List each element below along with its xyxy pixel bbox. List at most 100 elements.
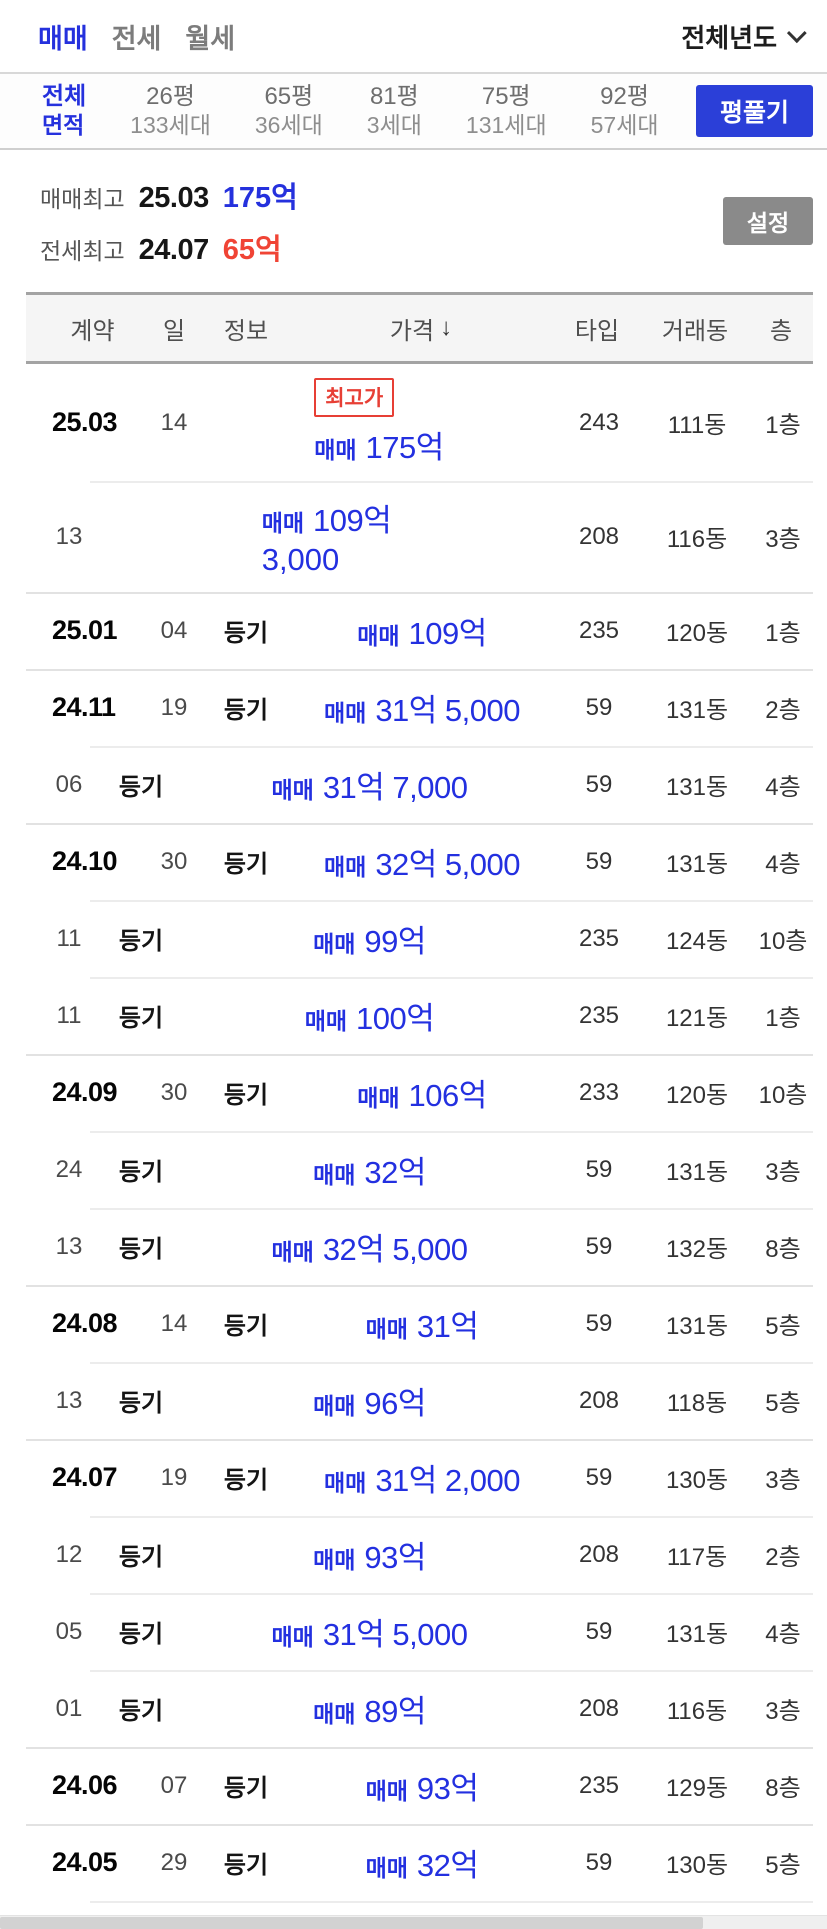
cell-dong: 120동 <box>665 620 729 647</box>
cell-type: 59 <box>585 1155 613 1183</box>
cell-day: 11 <box>56 1001 82 1029</box>
year-filter-dropdown[interactable]: 전체년도 <box>681 18 807 55</box>
transaction-row[interactable]: 24.05 29 등기 매매 32억 59 130동 5층 <box>0 1824 827 1901</box>
price-value: 106억 <box>408 1078 488 1113</box>
horizontal-scrollbar-thumb[interactable] <box>0 1917 703 1929</box>
price-line: 매매 31억 <box>366 1301 479 1346</box>
transaction-row[interactable]: 11 등기 매매 99억 235 124동 10층 <box>0 900 827 977</box>
cell-info: 등기 <box>118 1005 164 1032</box>
cell-dong: 129동 <box>665 1775 729 1802</box>
filter-line2: 3세대 <box>366 111 422 138</box>
header-price-sort[interactable]: 가격 ↓ <box>390 311 452 346</box>
cell-info: 등기 <box>118 1236 164 1263</box>
header-type: 타입 <box>574 317 620 345</box>
price-line: 매매 93억 <box>313 1532 426 1577</box>
cell-dong: 118동 <box>666 1390 728 1417</box>
price-value: 31억 7,000 <box>322 770 468 805</box>
filter-item-all[interactable]: 전체 면적 <box>42 83 86 139</box>
horizontal-scrollbar-track[interactable] <box>0 1915 827 1929</box>
price-prefix: 매매 <box>261 510 305 536</box>
filter-item-65pyeong[interactable]: 65평 36세대 <box>255 83 323 139</box>
cell-type: 235 <box>578 924 620 952</box>
transaction-row[interactable]: 24.10 30 등기 매매 32억 5,000 59 131동 4층 <box>0 823 827 900</box>
cell-floor: 2층 <box>765 697 801 724</box>
transaction-row[interactable]: 11 등기 매매 100억 235 121동 1층 <box>0 977 827 1054</box>
transaction-row[interactable]: 05 등기 매매 31억 5,000 59 131동 4층 <box>0 1593 827 1670</box>
price-prefix: 매매 <box>357 1085 400 1111</box>
cell-dong: 131동 <box>665 774 729 801</box>
filter-line1: 전체 <box>42 82 87 110</box>
transaction-row[interactable]: 24 등기 매매 32억 59 131동 3층 <box>0 1131 827 1208</box>
transaction-row[interactable]: 13 등기 매매 96억 208 118동 5층 <box>0 1362 827 1439</box>
transaction-row[interactable]: 25.01 04 등기 매매 109억 235 120동 1층 <box>0 592 827 669</box>
transaction-row[interactable]: 24.07 19 등기 매매 31억 2,000 59 130동 3층 <box>0 1439 827 1516</box>
cell-contract-month: 25.01 <box>52 615 118 645</box>
settings-button[interactable]: 설정 <box>723 197 813 245</box>
price-line: 매매 89억 <box>313 1686 426 1731</box>
cell-floor: 4층 <box>765 851 801 878</box>
cell-price-block: 매매 32억 <box>366 1826 479 1899</box>
filter-item-92pyeong[interactable]: 92평 57세대 <box>591 83 659 139</box>
price-value: 31억 <box>416 1309 479 1344</box>
filter-item-75pyeong[interactable]: 75평 131세대 <box>466 83 547 139</box>
transaction-row[interactable]: 24.06 07 등기 매매 93억 235 129동 8층 <box>0 1747 827 1824</box>
transaction-row[interactable]: 24.09 30 등기 매매 106억 233 120동 10층 <box>0 1054 827 1131</box>
summary-price: 65억 <box>222 234 282 266</box>
transaction-row[interactable]: 01 등기 매매 89억 208 116동 3층 <box>0 1670 827 1747</box>
cell-type: 235 <box>578 1771 620 1799</box>
cell-floor: 1층 <box>765 1005 801 1032</box>
tab-jeonse[interactable]: 전세 <box>112 17 162 56</box>
transaction-row[interactable]: 13 등기 매매 32억 5,000 59 132동 8층 <box>0 1208 827 1285</box>
cell-day: 19 <box>160 1463 188 1491</box>
filter-line2: 133세대 <box>130 111 211 138</box>
price-line: 매매 31억 7,000 <box>271 762 468 807</box>
cell-day: 07 <box>160 1771 188 1799</box>
price-value: 32억 <box>416 1848 479 1883</box>
cell-info: 등기 <box>223 620 269 647</box>
price-line: 매매 93억 <box>366 1763 479 1808</box>
cell-day: 12 <box>55 1540 83 1568</box>
filter-line1: 75평 <box>481 82 531 110</box>
cell-info: 등기 <box>118 774 164 801</box>
cell-price-block: 매매 99억 <box>313 902 426 975</box>
cell-info: 등기 <box>223 851 269 878</box>
transaction-row[interactable]: 13 매매 109억 3,000 208 116동 3층 <box>0 481 827 592</box>
header-dong: 거래동 <box>661 317 729 345</box>
filter-line1: 65평 <box>264 82 314 110</box>
header-contract: 계약 <box>70 317 115 345</box>
transaction-row[interactable]: 06 등기 매매 31억 7,000 59 131동 4층 <box>0 746 827 823</box>
area-filter-bar: 전체 면적 26평 133세대 65평 36세대 81평 3세대 75평 131… <box>0 72 827 150</box>
cell-day: 24 <box>55 1155 83 1183</box>
cell-type: 59 <box>585 1848 613 1876</box>
tab-wolse[interactable]: 월세 <box>185 17 235 56</box>
filter-item-26pyeong[interactable]: 26평 133세대 <box>130 83 211 139</box>
cell-dong: 121동 <box>665 1005 729 1032</box>
transaction-row[interactable]: 12 등기 매매 93억 208 117동 2층 <box>0 1516 827 1593</box>
cell-floor: 4층 <box>765 774 801 801</box>
summary-label: 매매최고 <box>40 186 125 212</box>
transaction-row[interactable]: 24.08 14 등기 매매 31억 59 131동 5층 <box>0 1285 827 1362</box>
cell-contract-month: 25.03 <box>52 407 118 437</box>
cell-contract-month: 24.10 <box>52 846 118 876</box>
tab-maemae[interactable]: 매매 <box>38 17 88 56</box>
cell-info: 등기 <box>118 1159 164 1186</box>
cell-info: 등기 <box>223 1775 269 1802</box>
filter-item-81pyeong[interactable]: 81평 3세대 <box>367 83 422 139</box>
price-line: 매매 99억 <box>313 916 426 961</box>
cell-type: 59 <box>585 847 613 875</box>
cell-floor: 3층 <box>765 1698 801 1725</box>
price-prefix: 매매 <box>271 777 314 803</box>
summary-jeonse-high: 전세최고 24.07 65억 <box>40 226 723 268</box>
transaction-row[interactable]: 24.11 19 등기 매매 31억 5,000 59 131동 2층 <box>0 669 827 746</box>
filter-line1: 92평 <box>600 82 649 110</box>
cell-dong: 116동 <box>666 1698 728 1725</box>
pyeong-expand-button[interactable]: 평풀기 <box>696 85 813 137</box>
price-line: 매매 100억 <box>305 993 435 1038</box>
cell-type: 235 <box>578 616 620 644</box>
transaction-row[interactable]: 25.03 14 최고가 매매 175억 243 111동 1층 <box>0 364 827 481</box>
cell-dong: 131동 <box>665 1313 729 1340</box>
cell-info: 등기 <box>118 1390 164 1417</box>
cell-info: 등기 <box>223 1313 269 1340</box>
cell-day: 13 <box>55 1386 83 1414</box>
header-day: 일 <box>162 317 186 345</box>
